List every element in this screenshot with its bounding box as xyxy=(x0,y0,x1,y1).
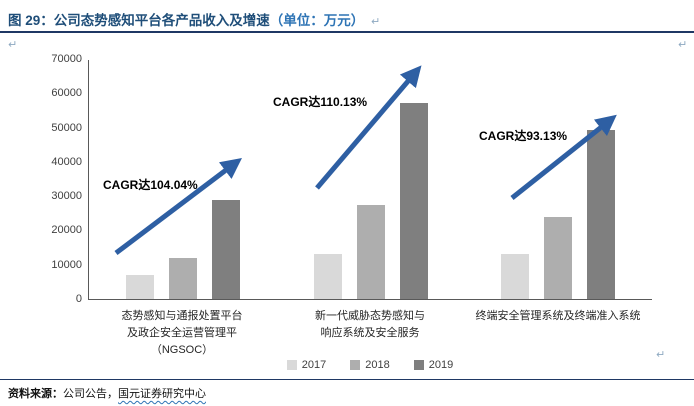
source-note: 资料来源：公司公告，国元证券研究中心 xyxy=(8,385,206,401)
bar-2017 xyxy=(501,253,530,299)
x-axis-labels: 态势感知与通报处置平台 及政企安全运营管理平 （NGSOC） 新一代威胁态势感知与… xyxy=(88,308,652,359)
paragraph-mark-icon: ↵ xyxy=(678,39,688,51)
bar-2018 xyxy=(544,216,573,299)
source-label: 资料来源： xyxy=(8,388,63,400)
y-axis-tick-label: 40000 xyxy=(51,155,82,168)
paragraph-mark-icon: ↵ xyxy=(656,349,666,361)
y-axis-tick-label: 0 xyxy=(75,293,82,305)
source-org: 国元证券研究中心 xyxy=(118,388,206,400)
legend-swatch-icon xyxy=(350,360,361,370)
cagr-annotation: CAGR达110.13% xyxy=(273,95,368,109)
legend-label: 2018 xyxy=(365,359,390,371)
y-axis-tick-label: 50000 xyxy=(51,121,82,134)
category-label: 终端安全管理系统及终端准入系统 xyxy=(475,310,641,322)
paragraph-mark-icon: ↵ xyxy=(8,39,18,51)
y-axis-tick-label: 20000 xyxy=(51,224,82,237)
figure-title-text: 图 29：公司态势感知平台各产品收入及增速 xyxy=(8,13,270,28)
bar-2019 xyxy=(399,102,428,299)
legend: 2017 2018 2019 xyxy=(88,359,652,371)
paragraph-mark-icon: ↵ xyxy=(371,16,381,28)
legend-label: 2017 xyxy=(301,359,327,371)
bar-2018 xyxy=(168,257,197,299)
cagr-annotation: CAGR达104.04% xyxy=(103,178,198,192)
legend-item-2017: 2017 xyxy=(286,359,327,371)
bar-2019 xyxy=(211,199,240,299)
legend-swatch-icon xyxy=(413,360,424,370)
y-axis-tick-label: 30000 xyxy=(51,190,82,203)
figure-title: 图 29：公司态势感知平台各产品收入及增速（单位：万元） ↵ xyxy=(8,9,380,29)
bar-group xyxy=(464,60,652,299)
category-label: 态势感知与通报处置平台 及政企安全运营管理平 （NGSOC） xyxy=(121,310,243,357)
legend-label: 2019 xyxy=(428,359,454,371)
y-axis-tick-label: 70000 xyxy=(51,53,82,65)
category-label: 新一代威胁态势感知与 响应系统及安全服务 xyxy=(315,310,425,340)
cagr-annotation: CAGR达93.13% xyxy=(479,129,568,143)
y-axis-tick-label: 60000 xyxy=(51,87,82,100)
legend-swatch-icon xyxy=(286,360,297,370)
y-axis-tick-label: 10000 xyxy=(51,258,82,271)
source-company: 公司公告， xyxy=(63,388,118,400)
legend-item-2018: 2018 xyxy=(350,359,390,371)
bar-2017 xyxy=(125,275,154,299)
legend-item-2019: 2019 xyxy=(413,359,454,371)
bar-2019 xyxy=(587,129,616,299)
title-divider xyxy=(0,31,694,33)
footer-divider xyxy=(0,379,694,380)
bar-2018 xyxy=(356,204,385,299)
figure-title-unit: （单位：万元） xyxy=(269,13,365,28)
bar-2017 xyxy=(313,254,342,299)
